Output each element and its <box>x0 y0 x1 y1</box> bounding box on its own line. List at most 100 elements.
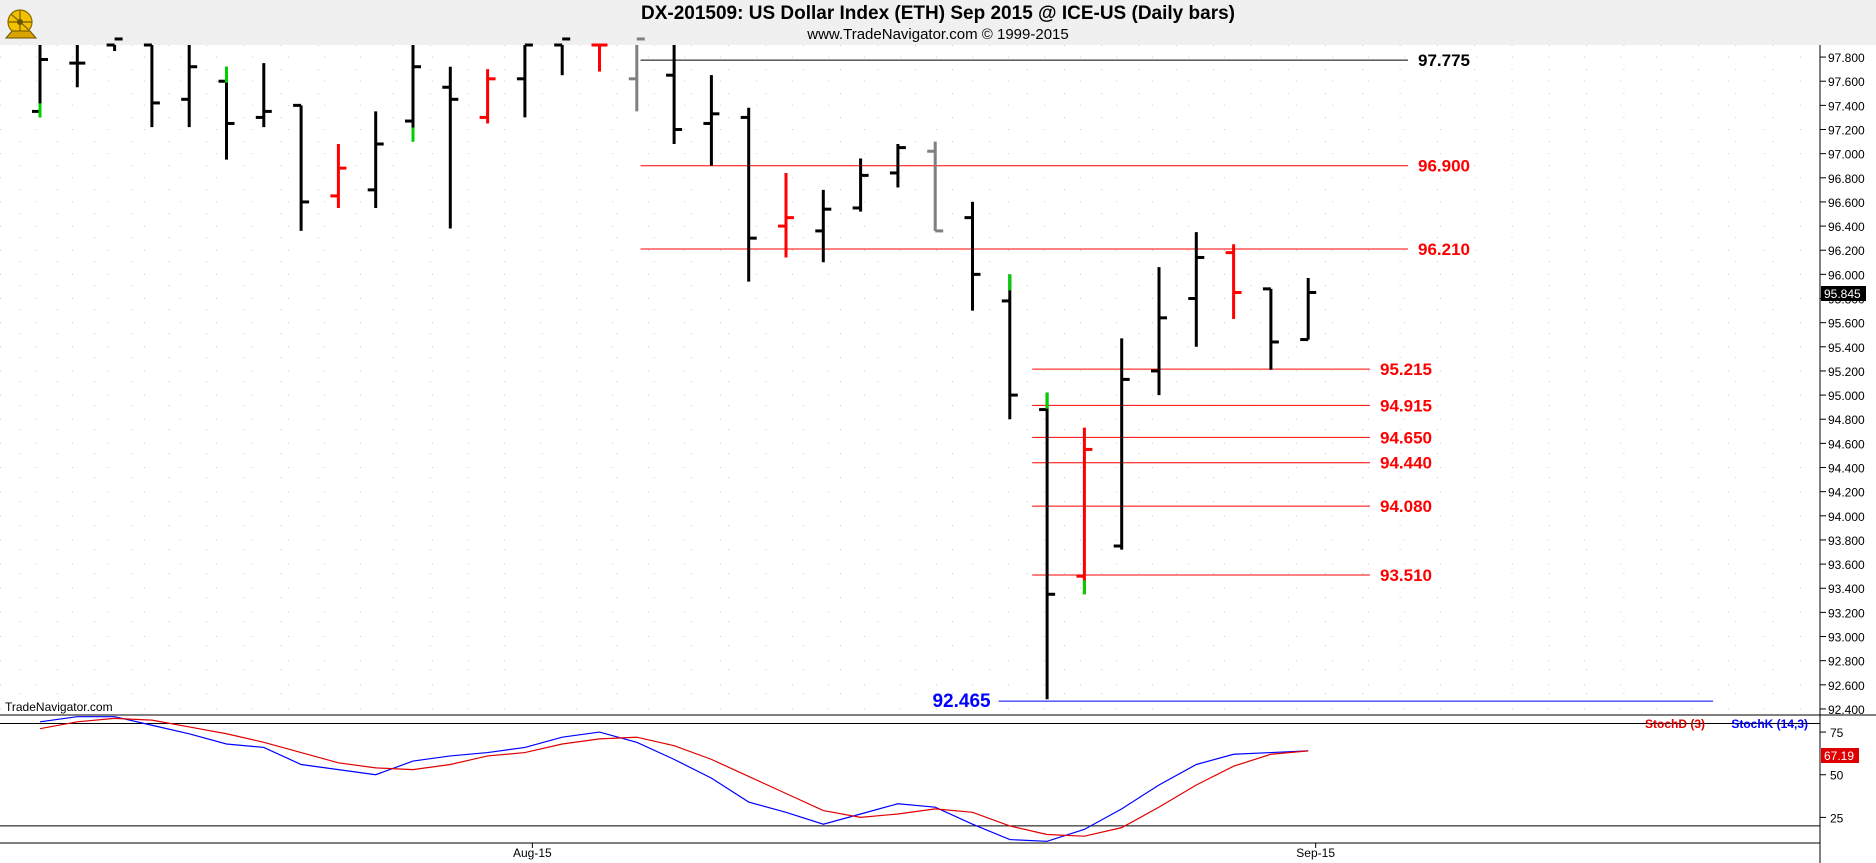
ohlc-bar <box>143 43 160 128</box>
price-axis-tick-label: 94.600 <box>1828 437 1865 451</box>
ohlc-bar <box>255 63 272 128</box>
price-bars <box>32 37 1317 700</box>
chart-subtitle: www.TradeNavigator.com © 1999-2015 <box>807 26 1069 43</box>
ohlc-bar <box>852 158 869 212</box>
watermark-label: TradeNavigator.com <box>5 700 113 714</box>
price-axis-tick-label: 95.000 <box>1828 389 1865 403</box>
stoch-axis-tick-label: 25 <box>1830 811 1844 825</box>
ohlc-bar <box>442 66 459 229</box>
price-axis-tick-label: 93.400 <box>1828 582 1865 596</box>
stoch-legend-item: StochK (14,3) <box>1731 717 1808 731</box>
ohlc-bar <box>106 37 123 52</box>
price-axis-tick-label: 96.000 <box>1828 268 1865 282</box>
chart-header: DX-201509: US Dollar Index (ETH) Sep 201… <box>0 0 1876 45</box>
last-price-label: 95.845 <box>1824 287 1861 301</box>
level-label: 96.900 <box>1418 157 1470 176</box>
support-resistance-levels: 97.775 96.900 96.210 95.215 94.915 94.650 94.4… <box>640 51 1713 712</box>
price-axis: 97.800 97.600 97.400 97.200 97.000 96.800 96.6… <box>1820 51 1865 717</box>
stoch-last-marker: 67.19 <box>1821 748 1859 763</box>
ohlc-bar <box>964 201 981 311</box>
price-axis-tick-label: 94.200 <box>1828 486 1865 500</box>
ohlc-bar <box>516 43 533 118</box>
ohlc-bar <box>1039 392 1056 700</box>
price-axis-tick-label: 95.400 <box>1828 341 1865 355</box>
ohlc-bar <box>1076 427 1093 595</box>
price-axis-tick-label: 97.400 <box>1828 99 1865 113</box>
last-price-marker: 95.845 <box>1821 286 1866 301</box>
date-axis-bg <box>0 843 1820 863</box>
price-axis-tick-label: 97.600 <box>1828 75 1865 89</box>
ohlc-bar <box>32 45 48 118</box>
ohlc-bar <box>181 45 198 128</box>
price-axis-tick-label: 92.600 <box>1828 679 1865 693</box>
price-axis-tick-label: 93.000 <box>1828 631 1865 645</box>
stoch-series-line <box>39 717 1309 837</box>
price-axis-tick-label: 96.200 <box>1828 244 1865 258</box>
date-axis-tick-label: Sep-15 <box>1296 846 1335 860</box>
level-label: 94.650 <box>1380 428 1432 447</box>
chart-title: DX-201509: US Dollar Index (ETH) Sep 201… <box>641 3 1235 24</box>
ohlc-bar <box>889 143 906 188</box>
price-axis-tick-label: 92.800 <box>1828 655 1865 669</box>
price-axis-tick-label: 93.600 <box>1828 558 1865 572</box>
stochastic-panel: 75 50 25 StochK (14,3) StochD (3) <box>0 716 1844 842</box>
date-axis-tick-label: Aug-15 <box>513 846 552 860</box>
ohlc-bar <box>666 45 683 144</box>
stoch-series-line <box>39 716 1309 842</box>
price-axis-tick-label: 95.200 <box>1828 365 1865 379</box>
ohlc-bar <box>703 75 720 166</box>
level-label: 96.210 <box>1418 240 1470 259</box>
ohlc-bar <box>367 111 384 208</box>
stoch-legend-item: StochD (3) <box>1645 717 1705 731</box>
level-label: 95.215 <box>1380 360 1432 379</box>
ohlc-bar <box>479 69 496 124</box>
price-axis-tick-label: 94.400 <box>1828 462 1865 476</box>
ohlc-bar <box>778 172 794 258</box>
ohlc-bar <box>815 189 832 263</box>
level-label: 94.440 <box>1380 454 1432 473</box>
price-axis-tick-label: 96.600 <box>1828 196 1865 210</box>
level-label: 97.775 <box>1418 51 1470 70</box>
price-axis-tick-label: 96.400 <box>1828 220 1865 234</box>
ohlc-bar <box>591 43 608 72</box>
price-axis-tick-label: 94.800 <box>1828 413 1865 427</box>
ohlc-bar <box>1262 287 1279 370</box>
level-label: 92.465 <box>932 691 991 712</box>
stoch-axis-tick-label: 75 <box>1830 726 1844 740</box>
price-axis-tick-label: 97.200 <box>1828 124 1865 138</box>
tradenavigator-logo-icon <box>2 0 42 44</box>
price-axis-tick-label: 94.000 <box>1828 510 1865 524</box>
price-axis-tick-label: 97.000 <box>1828 148 1865 162</box>
price-axis-tick-label: 92.400 <box>1828 703 1865 717</box>
price-axis-tick-label: 97.800 <box>1828 51 1865 65</box>
level-label: 94.915 <box>1380 396 1432 415</box>
ohlc-bar <box>1001 274 1018 420</box>
ohlc-bar <box>330 143 347 208</box>
price-axis-tick-label: 93.200 <box>1828 606 1865 620</box>
price-axis-tick-label: 95.600 <box>1828 317 1865 331</box>
date-axis: Aug-15 Sep-15 <box>513 843 1335 860</box>
ohlc-bar <box>218 66 235 160</box>
ohlc-bar <box>1300 277 1317 342</box>
ohlc-bar <box>405 45 421 142</box>
ohlc-bar <box>554 37 571 76</box>
price-axis-tick-label: 93.800 <box>1828 534 1865 548</box>
level-label: 94.080 <box>1380 497 1432 516</box>
ohlc-bar <box>740 107 757 282</box>
ohlc-bar <box>1225 244 1242 320</box>
price-axis-bg <box>1820 45 1876 863</box>
stoch-panel-bg <box>0 715 1820 843</box>
level-label: 93.510 <box>1380 566 1432 585</box>
price-axis-tick-label: 96.800 <box>1828 172 1865 186</box>
price-panel-bg <box>0 45 1820 715</box>
ohlc-bar <box>628 37 645 112</box>
ohlc-bar <box>293 103 310 231</box>
ohlc-bar <box>927 141 944 233</box>
ohlc-bar <box>1113 338 1130 550</box>
stoch-axis-tick-label: 50 <box>1830 769 1844 783</box>
ohlc-bar <box>69 45 86 88</box>
ohlc-bar <box>1188 232 1205 347</box>
stoch-last-label: 67.19 <box>1824 749 1854 763</box>
ohlc-bar <box>1151 267 1167 396</box>
